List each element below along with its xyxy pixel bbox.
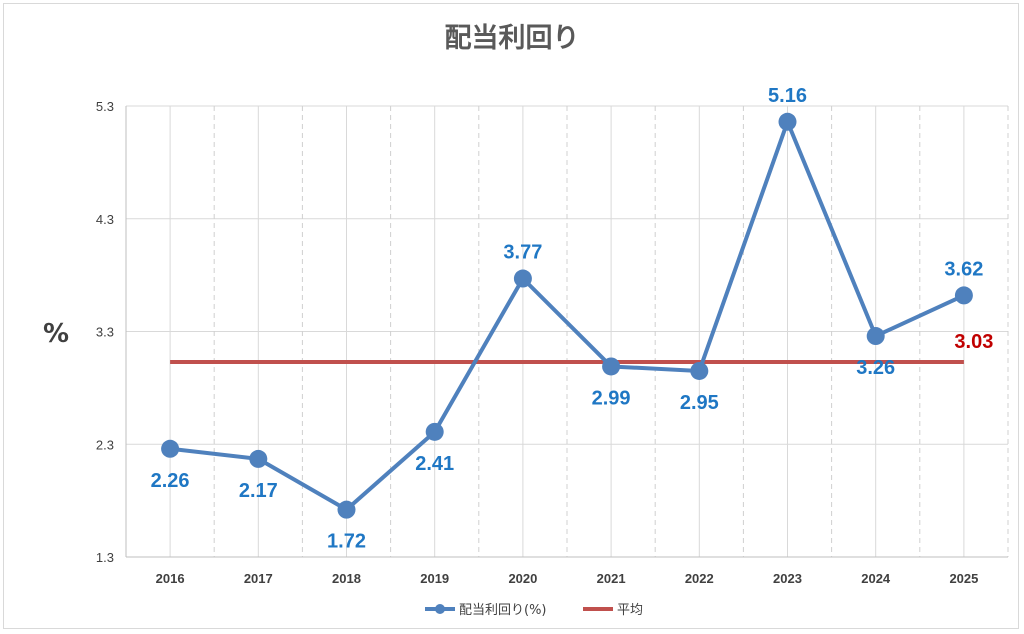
data-label: 3.77: [503, 242, 542, 264]
data-point: [954, 286, 973, 305]
x-tick-label: 2022: [685, 571, 714, 586]
yield-series: [161, 112, 973, 519]
data-point: [690, 361, 709, 380]
data-point: [602, 357, 621, 376]
data-label: 1.72: [327, 531, 366, 553]
y-tick-label: 1.3: [96, 550, 114, 565]
chart-title: 配当利回り: [445, 23, 580, 54]
axes: 1.3 2.3 3.3 4.3 5.3 2016 2017 2018 2019 2020 2021 2…: [96, 99, 1008, 586]
x-tick-label: 2019: [420, 571, 449, 586]
x-tick-label: 2017: [244, 571, 273, 586]
data-point: [249, 449, 268, 468]
data-point: [425, 422, 444, 441]
x-tick-label: 2023: [773, 571, 802, 586]
y-tick-label: 2.3: [96, 437, 114, 452]
y-tick-label: 5.3: [96, 99, 114, 114]
data-labels: 2.26 2.17 1.72 2.41 3.77 2.99 2.95 5.16 3.26 3.62…: [151, 85, 994, 553]
y-tick-label: 4.3: [96, 212, 114, 227]
x-tick-label: 2016: [156, 571, 185, 586]
x-tick-label: 2025: [949, 571, 978, 586]
data-label: 5.16: [768, 85, 807, 107]
data-point: [337, 500, 356, 519]
legend-marker-yield: [435, 604, 445, 614]
data-label: 2.41: [415, 453, 454, 475]
x-tick-label: 2018: [332, 571, 361, 586]
data-label: 3.62: [944, 258, 983, 280]
y-axis-label: %: [43, 319, 69, 349]
legend-label-average: 平均: [617, 603, 643, 618]
x-tick-label: 2021: [597, 571, 626, 586]
data-point: [513, 269, 532, 288]
x-tick-label: 2020: [508, 571, 537, 586]
data-label: 2.17: [239, 480, 278, 502]
data-point: [161, 439, 180, 458]
yield-line: [169, 119, 965, 512]
data-label: 2.95: [680, 392, 719, 414]
data-point: [866, 327, 885, 346]
y-tick-label: 3.3: [96, 325, 114, 340]
data-label: 2.99: [592, 387, 631, 409]
chart-frame: [3, 3, 1019, 629]
data-label: 2.26: [151, 470, 190, 492]
data-point: [778, 112, 797, 131]
gridlines: [126, 105, 1009, 557]
legend: 配当利回り(%) 平均: [425, 603, 643, 618]
x-tick-label: 2024: [861, 571, 891, 586]
average-label: 3.03: [954, 331, 993, 353]
data-label: 3.26: [856, 357, 895, 379]
legend-label-yield: 配当利回り(%): [459, 603, 547, 618]
